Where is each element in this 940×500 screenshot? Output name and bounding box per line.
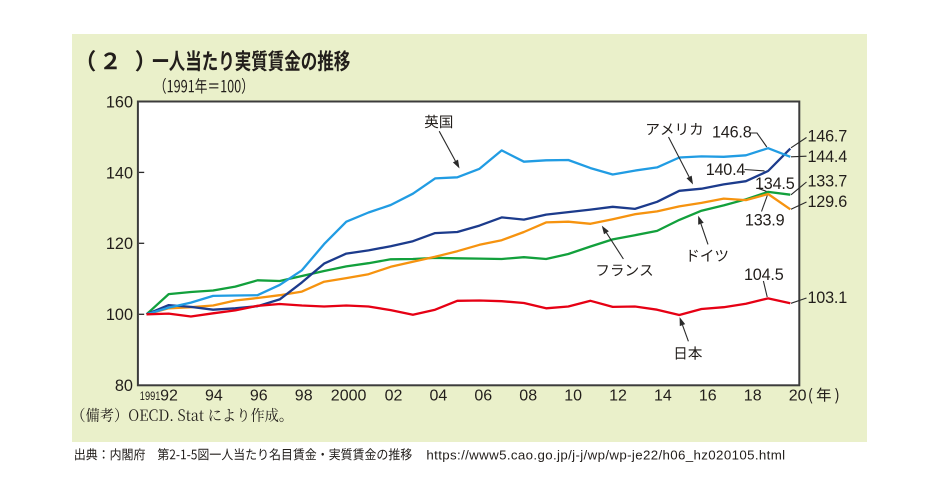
svg-text:98: 98: [295, 388, 313, 405]
svg-text:10: 10: [564, 388, 582, 405]
svg-text:2000: 2000: [331, 388, 367, 405]
svg-text:140.4: 140.4: [706, 161, 746, 179]
svg-text:20: 20: [789, 388, 807, 405]
svg-text:140: 140: [106, 164, 133, 182]
svg-text:16: 16: [699, 388, 717, 405]
svg-text:103.1: 103.1: [808, 289, 848, 307]
svg-text:144.4: 144.4: [808, 148, 848, 166]
svg-text:04: 04: [430, 388, 448, 405]
svg-text:100: 100: [106, 306, 133, 324]
svg-text:160: 160: [106, 93, 133, 111]
svg-text:94: 94: [205, 388, 223, 405]
svg-text:96: 96: [250, 388, 268, 405]
svg-text:120: 120: [106, 235, 133, 253]
svg-text:08: 08: [519, 388, 537, 405]
svg-text:133.9: 133.9: [745, 211, 785, 229]
svg-text:92: 92: [160, 388, 178, 405]
svg-text:129.6: 129.6: [808, 193, 848, 211]
svg-text:104.5: 104.5: [744, 266, 784, 284]
svg-text:146.8: 146.8: [712, 123, 752, 141]
svg-text:133.7: 133.7: [808, 173, 848, 191]
svg-text:134.5: 134.5: [755, 175, 795, 193]
svg-text:12: 12: [609, 388, 627, 405]
svg-text:14: 14: [654, 388, 672, 405]
svg-text:80: 80: [115, 377, 133, 395]
svg-text:1991: 1991: [140, 389, 161, 403]
svg-text:06: 06: [474, 388, 492, 405]
svg-text:18: 18: [744, 388, 762, 405]
svg-text:https://www5.cao.go.jp/j-j/wp/: https://www5.cao.go.jp/j-j/wp/wp-je22/h0…: [426, 447, 785, 462]
svg-text:02: 02: [385, 388, 403, 405]
svg-text:146.7: 146.7: [808, 127, 848, 145]
